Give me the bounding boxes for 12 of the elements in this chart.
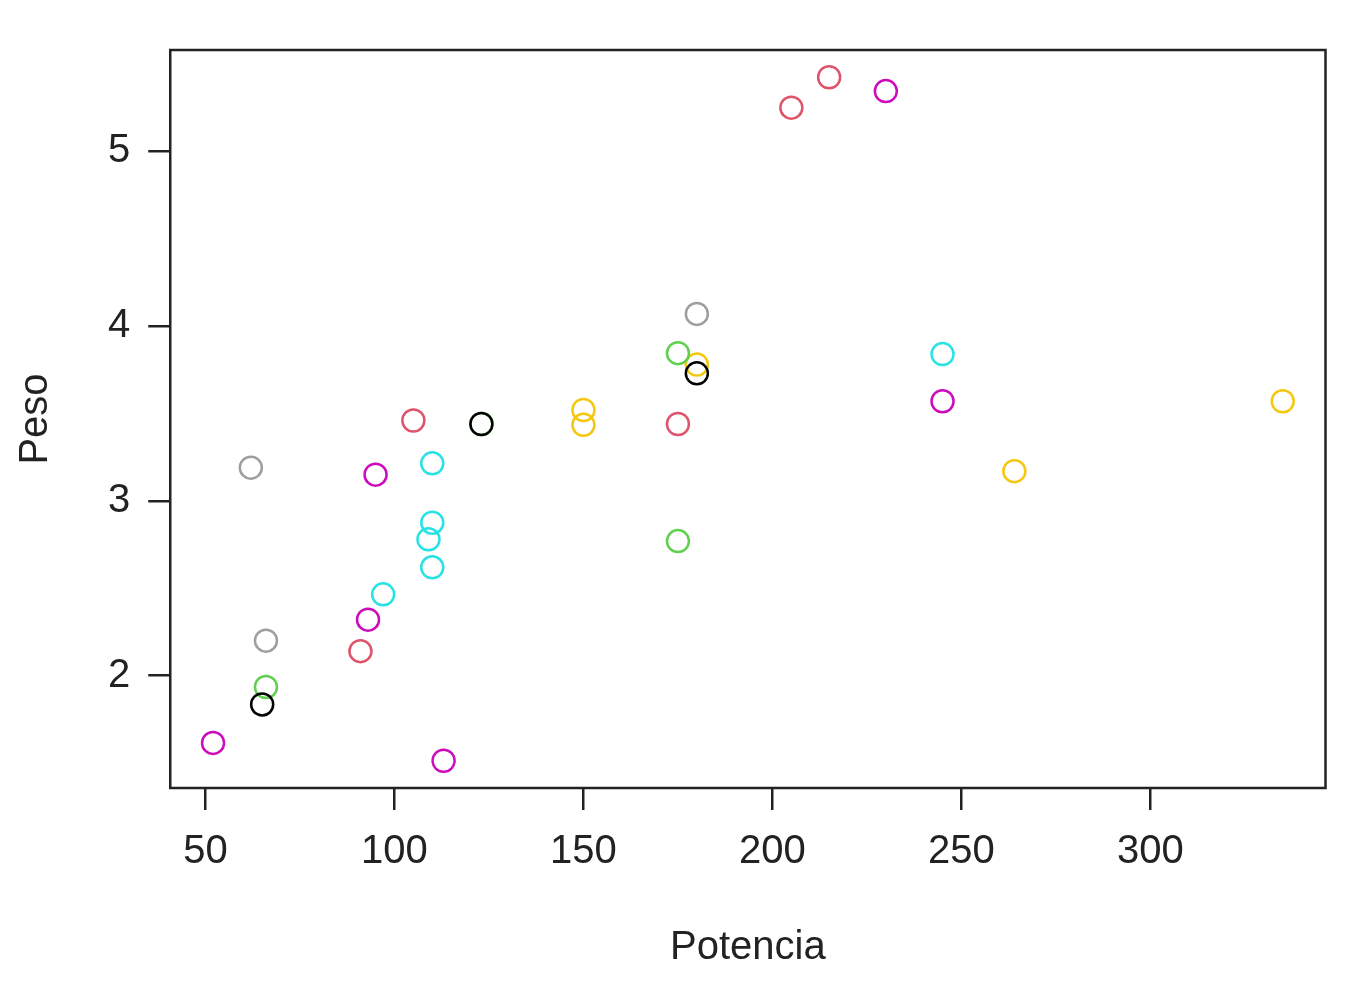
y-tick-label: 3 bbox=[108, 475, 131, 520]
x-tick-label: 100 bbox=[361, 827, 428, 872]
x-tick-label: 150 bbox=[550, 827, 617, 872]
x-tick-label: 50 bbox=[183, 827, 228, 872]
y-axis-title: Peso bbox=[11, 373, 56, 465]
x-tick-label: 250 bbox=[928, 827, 995, 872]
y-tick-label: 5 bbox=[108, 126, 131, 171]
y-tick-label: 4 bbox=[108, 301, 131, 346]
x-axis-title: Potencia bbox=[670, 923, 827, 968]
x-tick-label: 300 bbox=[1117, 827, 1184, 872]
y-tick-label: 2 bbox=[108, 650, 131, 695]
x-tick-label: 200 bbox=[739, 827, 806, 872]
